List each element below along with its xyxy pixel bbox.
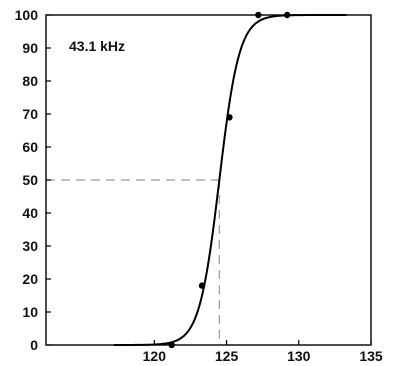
data-point	[198, 282, 206, 289]
data-point	[226, 114, 233, 121]
y-tick-label: 10	[22, 304, 38, 320]
fit-curve	[113, 14, 347, 346]
y-tick-label: 100	[15, 7, 39, 23]
y-tick-label: 60	[22, 139, 38, 155]
y-axis-ticks: 0 10 20 30 40 50 60 70 80 90 100	[15, 7, 51, 353]
x-tick-label: 120	[143, 348, 167, 364]
y-tick-label: 30	[22, 238, 38, 254]
y-tick-label: 40	[22, 205, 38, 221]
y-tick-label: 80	[22, 73, 38, 89]
y-tick-label: 70	[22, 106, 38, 122]
x-tick-label: 125	[215, 348, 239, 364]
y-tick-label: 0	[30, 337, 38, 353]
data-points	[168, 11, 291, 349]
x-tick-label: 130	[287, 348, 311, 364]
reference-lines	[46, 179, 220, 345]
y-tick-label: 90	[22, 40, 38, 56]
x-tick-label: 135	[359, 348, 383, 364]
x-axis-ticks: 120 125 130 135	[143, 340, 383, 364]
frequency-annotation: 43.1 kHz	[69, 38, 125, 54]
y-tick-label: 50	[22, 172, 38, 188]
y-tick-label: 20	[22, 271, 38, 287]
